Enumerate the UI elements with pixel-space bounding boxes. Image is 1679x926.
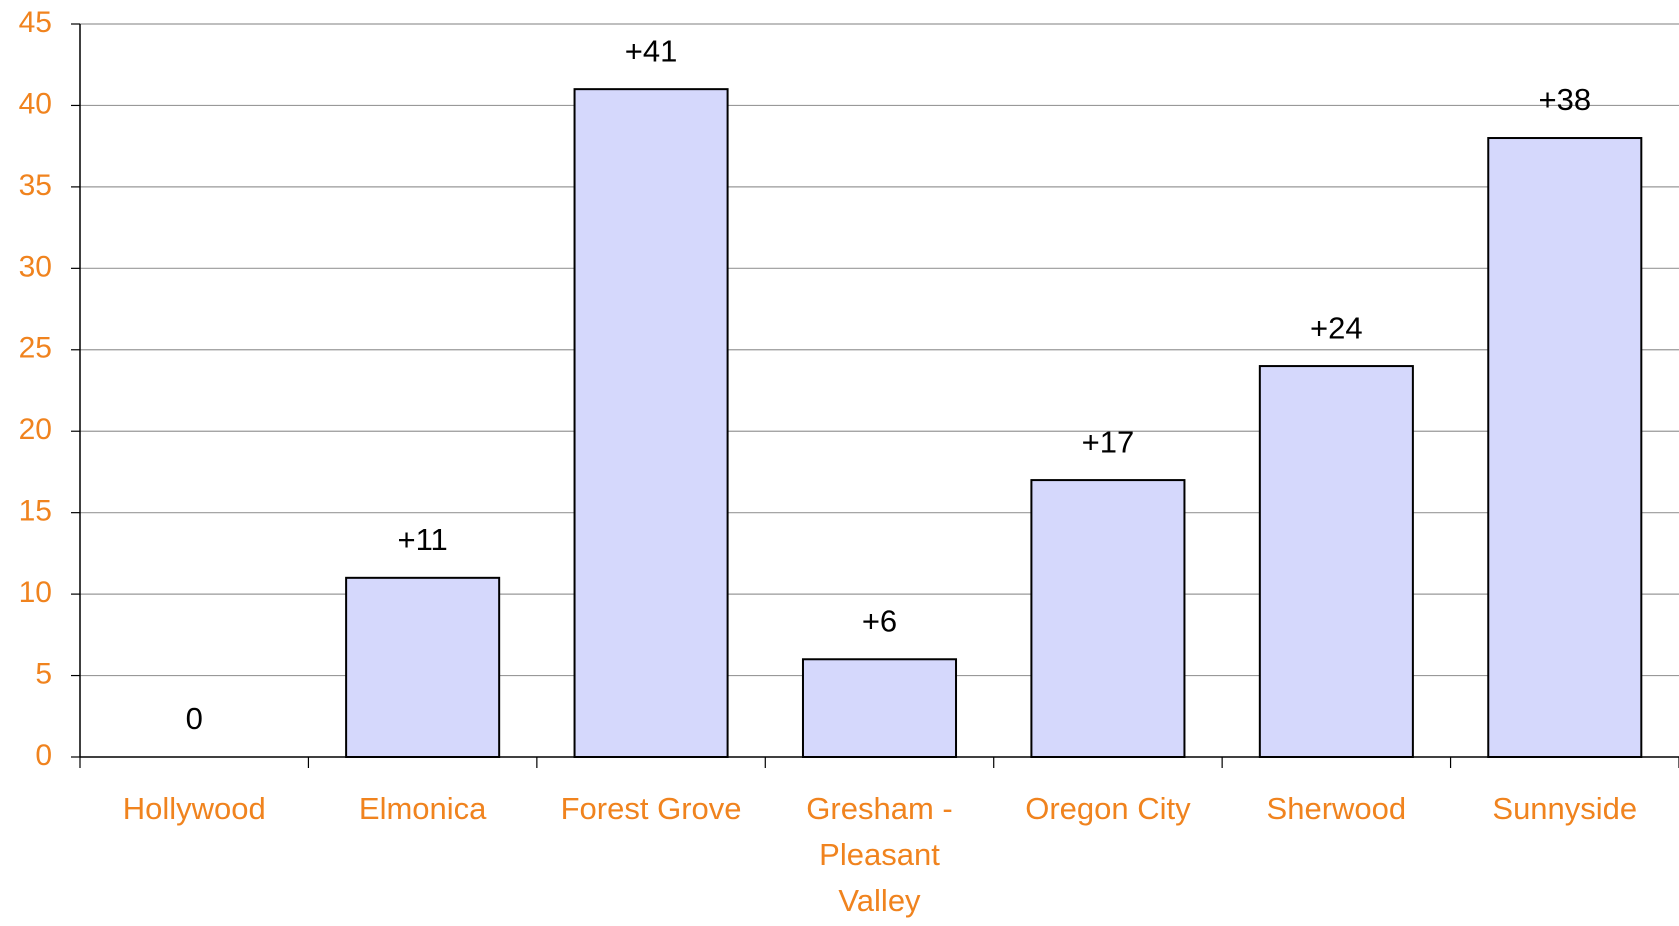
x-tick-label: Oregon City [1025,791,1191,826]
value-label: 0 [186,701,203,736]
x-tick-label: Forest Grove [560,791,742,826]
y-tick-label: 35 [19,169,52,202]
bar [573,88,729,758]
bar [1258,365,1414,758]
bar [1487,137,1643,758]
y-tick-label: 10 [19,576,52,609]
x-tick-label: Hollywood [122,791,266,826]
x-tick-label: Elmonica [358,791,487,826]
y-tick-label: 15 [19,495,52,528]
bar [801,658,958,758]
value-label: +24 [1310,310,1363,345]
value-label: +11 [397,522,447,557]
value-label: +41 [625,33,678,68]
bar [1030,479,1186,758]
x-tick-label: Sherwood [1266,791,1407,826]
value-label: +6 [862,603,897,638]
value-label: +38 [1538,82,1591,117]
bar [345,576,501,758]
value-label: +17 [1082,424,1135,459]
y-tick-label: 5 [35,657,52,690]
y-tick-label: 30 [19,250,52,283]
x-tick-label: Gresham - Pleasant Valley [806,791,953,918]
y-tick-label: 25 [19,332,52,365]
x-tick-label: Sunnyside [1492,791,1638,826]
y-tick-label: 20 [19,413,52,446]
y-tick-label: 40 [19,87,52,120]
y-tick-label: 0 [35,739,52,772]
y-tick-label: 45 [19,6,52,39]
